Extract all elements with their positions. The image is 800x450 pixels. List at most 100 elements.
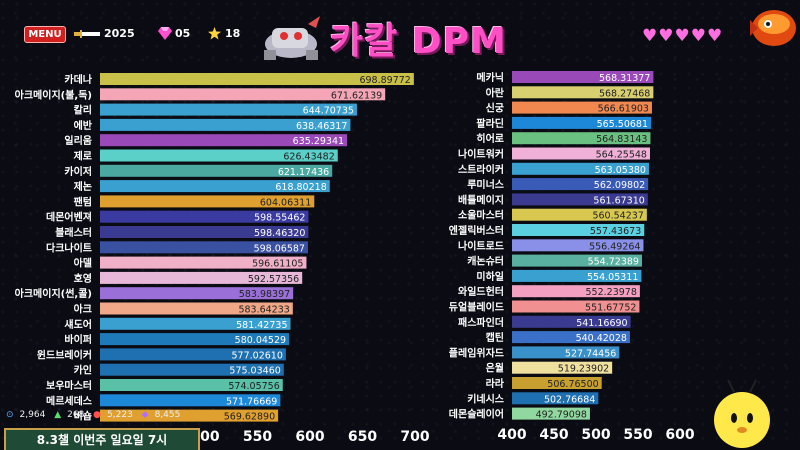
category-label: 제로: [74, 150, 92, 163]
x-tick-label: 600: [295, 429, 324, 445]
bar: [100, 379, 283, 391]
value-label: 551.67752: [585, 303, 636, 314]
bar: [100, 88, 386, 101]
category-label: 다크나이트: [46, 241, 92, 254]
value-label: 626.43482: [283, 152, 334, 163]
value-label: 618.80218: [275, 182, 326, 193]
heart-icon: ♥♥♥♥♥: [642, 26, 724, 46]
category-label: 라라: [486, 377, 505, 390]
bar: [100, 394, 281, 407]
bar: [100, 363, 284, 376]
category-label: 팔라딘: [476, 117, 504, 130]
bar: [512, 300, 640, 313]
bar: [512, 346, 620, 359]
value-label: 638.46317: [296, 121, 347, 132]
category-label: 호영: [74, 272, 92, 285]
bar: [512, 178, 649, 191]
category-label: 배틀메이지: [458, 193, 504, 206]
category-label: 캐논슈터: [467, 255, 504, 268]
value-label: 561.67310: [593, 195, 644, 206]
x-tick-label: 550: [623, 427, 652, 443]
value-label: 580.04529: [235, 335, 286, 346]
category-label: 바이퍼: [64, 333, 92, 346]
value-label: 527.74456: [565, 348, 616, 359]
bar: [100, 134, 348, 147]
category-label: 패스파인더: [458, 316, 504, 329]
value-label: 635.29341: [293, 136, 344, 147]
bar: [100, 180, 330, 193]
value-label: 492.79098: [536, 410, 587, 421]
bar: [100, 409, 279, 422]
category-label: 은월: [486, 363, 504, 375]
bar: [100, 317, 291, 330]
bar: [512, 132, 651, 145]
value-label: 554.72389: [588, 257, 639, 268]
category-label: 루미너스: [467, 178, 504, 191]
value-label: 604.06311: [260, 197, 311, 208]
value-label: 560.54237: [592, 211, 643, 222]
value-label: 569.62890: [224, 412, 275, 423]
value-label: 519.23902: [558, 364, 609, 375]
bar: [100, 210, 309, 223]
value-label: 566.61903: [598, 104, 649, 115]
category-label: 아란: [486, 86, 505, 99]
bar: [512, 407, 590, 420]
bar: [512, 392, 599, 405]
page-title: 카칼 DPM: [330, 21, 507, 62]
bar: [512, 254, 642, 267]
bar: [100, 226, 309, 238]
value-label: 556.49264: [589, 241, 640, 252]
category-label: 아크메이지(불,독): [15, 88, 92, 101]
category-label: 신궁: [486, 102, 504, 115]
value-label: 698.89772: [359, 75, 410, 86]
value-label: 564.83143: [596, 134, 647, 145]
sword-icon: [74, 30, 100, 38]
bar: [100, 241, 308, 254]
category-label: 나이트로드: [458, 239, 504, 252]
bar: [512, 315, 631, 328]
category-label: 히어로: [476, 132, 504, 145]
menu-button[interactable]: MENU: [24, 26, 66, 43]
category-label: 키네시스: [467, 392, 504, 405]
category-label: 스트라이커: [458, 163, 504, 176]
category-label: 카이저: [64, 165, 92, 178]
fish-mascot-icon: [750, 10, 796, 46]
value-label: 568.31377: [599, 73, 650, 84]
bar: [100, 118, 351, 131]
robot-mascot-icon: [264, 16, 320, 60]
star-icon: [208, 27, 221, 40]
bar: [100, 256, 307, 269]
category-label: 메카닉: [476, 71, 504, 84]
category-label: 아크메이지(썬,콜): [15, 287, 92, 300]
value-label: 554.05311: [587, 272, 638, 283]
bar: [512, 147, 650, 160]
bar: [100, 73, 414, 85]
bar: [512, 377, 602, 389]
value-label: 596.61105: [252, 259, 303, 270]
value-label: 598.46320: [254, 228, 305, 239]
value-label: 571.76669: [226, 396, 277, 407]
value-label: 568.27468: [599, 88, 650, 99]
schedule-banner: 8.3챌 이번주 일요일 7시: [4, 428, 200, 450]
value-label: 502.76684: [544, 394, 595, 405]
category-label: 칼리: [74, 104, 92, 117]
x-tick-label: 450: [539, 427, 568, 443]
year-counter: 2025: [104, 27, 135, 40]
value-label: 562.09802: [594, 180, 645, 191]
x-tick-label: 550: [243, 429, 272, 445]
stat-followers: 2,964: [19, 410, 46, 420]
category-label: 데몬어벤져: [46, 211, 92, 224]
stat-subs: 268: [67, 410, 85, 420]
category-label: 비숍: [74, 410, 92, 423]
category-label: 아크: [74, 303, 92, 316]
bar: [100, 287, 294, 300]
bar: [100, 348, 286, 361]
value-label: 581.42735: [236, 320, 287, 331]
value-label: 564.25548: [596, 150, 647, 161]
category-label: 아델: [74, 257, 92, 270]
bar: [100, 149, 338, 162]
bar: [512, 193, 648, 206]
category-label: 일리움: [64, 134, 92, 147]
value-label: 671.62139: [331, 90, 382, 101]
